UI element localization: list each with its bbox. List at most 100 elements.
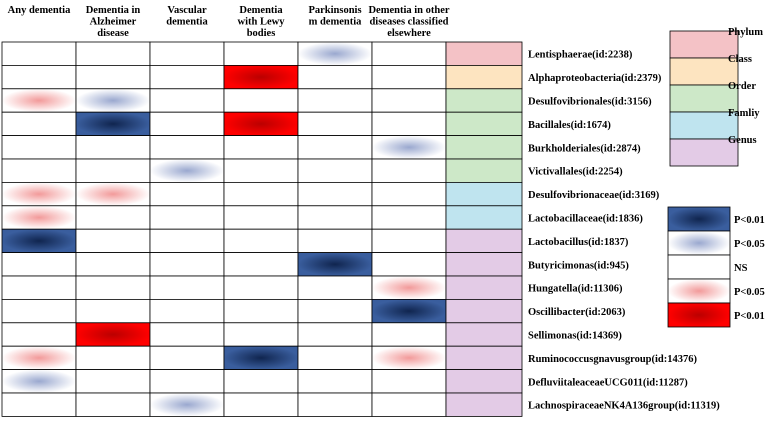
heatmap-cell <box>75 298 151 324</box>
legend-swatch-p-0-01-positive <box>667 302 731 328</box>
heatmap-cell <box>75 345 151 371</box>
legend-label-ns: NS <box>734 263 748 274</box>
heatmap-cell <box>1 252 77 277</box>
heatmap-cell <box>75 158 151 183</box>
legend-label-class: Class <box>728 54 752 65</box>
heatmap-cell <box>1 345 77 371</box>
heatmap-cell <box>1 41 77 66</box>
heatmap-cell <box>297 345 373 371</box>
row-label: Lactobacillaceae(id:1836) <box>528 214 643 225</box>
taxon-cell-class <box>445 65 523 90</box>
heatmap-cell <box>297 228 373 253</box>
legend-label-genus: Genus <box>728 135 757 146</box>
heatmap-cell <box>371 392 447 417</box>
taxon-cell-famliy <box>445 205 523 230</box>
heatmap-cell <box>223 111 299 136</box>
column-header-3: dementia <box>166 17 208 28</box>
heatmap-cell <box>297 65 373 90</box>
heatmap-cell <box>149 345 225 371</box>
heatmap-cell <box>223 392 299 417</box>
row-label: Sellimonas(id:14369) <box>528 331 622 342</box>
column-header-1: Any dementia <box>8 5 71 16</box>
significance-legend: P<0.01 P<0.05 NS P<0.05 P<0.01 <box>667 206 765 328</box>
heatmap-cell <box>1 181 77 207</box>
heatmap-cell <box>223 322 299 347</box>
heatmap-cell <box>371 65 447 90</box>
row-label: Oscillibacter(id:2063) <box>528 307 626 318</box>
heatmap-cell <box>371 111 447 136</box>
heatmap-cell <box>1 158 77 183</box>
heatmap-cell <box>223 135 299 160</box>
heatmap-cell <box>149 298 225 324</box>
heatmap-cell <box>149 322 225 347</box>
heatmap-cell <box>297 252 373 277</box>
row-label: Victivallales(id:2254) <box>528 167 623 178</box>
heatmap-cell <box>1 322 77 347</box>
row-label: Lactobacillus(id:1837) <box>528 237 629 248</box>
heatmap-cell <box>149 41 225 66</box>
heatmap-cell <box>223 345 299 371</box>
heatmap-cell <box>223 158 299 183</box>
heatmap-cell <box>75 322 151 347</box>
heatmap-cell <box>371 181 447 207</box>
taxon-cell-famliy <box>445 181 523 207</box>
heatmap-cell <box>223 205 299 230</box>
heatmap-cell <box>149 228 225 253</box>
legend-swatch-ns <box>667 254 731 280</box>
heatmap-cell <box>75 65 151 90</box>
heatmap-cell <box>75 41 151 66</box>
heatmap-cell <box>223 181 299 207</box>
heatmap-cell <box>223 369 299 394</box>
legend-label-famliy: Famliy <box>728 108 760 119</box>
heatmap-cell <box>75 88 151 113</box>
heatmap-cells <box>1 41 447 417</box>
heatmap-cell <box>149 392 225 417</box>
row-label: Lentisphaerae(id:2238) <box>528 50 633 61</box>
heatmap-cell <box>371 158 447 183</box>
taxon-cell-order <box>445 88 523 113</box>
heatmap-cell <box>297 205 373 230</box>
row-label: Butyricimonas(id:945) <box>528 260 629 271</box>
heatmap-cell <box>297 369 373 394</box>
taxon-cell-genus <box>445 392 523 417</box>
heatmap-cell <box>297 275 373 300</box>
heatmap-cell <box>223 298 299 324</box>
heatmap-cell <box>1 228 77 253</box>
legend-label-p-0-01-negative: P<0.01 <box>734 215 765 226</box>
legend-swatch-order <box>669 84 739 113</box>
heatmap-cell <box>75 205 151 230</box>
heatmap-cell <box>297 158 373 183</box>
heatmap-cell <box>149 181 225 207</box>
heatmap-cell <box>297 392 373 417</box>
row-label: Bacillales(id:1674) <box>528 120 611 131</box>
row-label: Desulfovibrionaceae(id:3169) <box>528 190 660 201</box>
heatmap-cell <box>297 41 373 66</box>
taxon-cell-genus <box>445 322 523 347</box>
column-header-4: bodies <box>247 28 276 39</box>
legend-swatch-p-0-05-negative <box>667 230 731 256</box>
heatmap-cell <box>223 252 299 277</box>
legend-label-order: Order <box>728 81 756 92</box>
heatmap-cell <box>149 135 225 160</box>
heatmap-cell <box>75 181 151 207</box>
taxon-cell-order <box>445 135 523 160</box>
heatmap-cell <box>371 135 447 160</box>
taxon-cell-genus <box>445 345 523 371</box>
heatmap-cell <box>297 135 373 160</box>
column-header-4: with Lewy <box>238 17 286 28</box>
legend-swatch-p-0-01-negative <box>667 206 731 232</box>
heatmap-cell <box>371 205 447 230</box>
legend-label-p-0-05-negative: P<0.05 <box>734 239 765 250</box>
heatmap-cell <box>149 111 225 136</box>
heatmap-cell <box>371 322 447 347</box>
column-header-6: diseases classified <box>369 17 448 28</box>
heatmap-cell <box>223 275 299 300</box>
heatmap-cell <box>297 88 373 113</box>
taxon-cell-genus <box>445 275 523 300</box>
heatmap-cell <box>1 369 77 394</box>
heatmap-cell <box>149 369 225 394</box>
heatmap-cell <box>371 88 447 113</box>
row-label: Alphaproteobacteria(id:2379) <box>528 73 662 84</box>
